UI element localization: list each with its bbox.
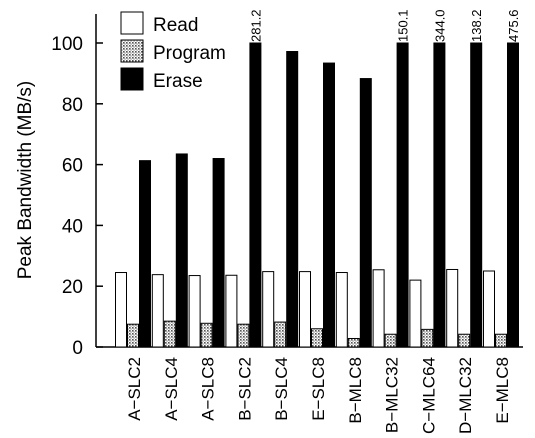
legend-swatch-erase <box>120 67 144 91</box>
erase-value-label: 475.6 <box>506 9 521 42</box>
bar-program-6 <box>311 328 323 348</box>
bar-read-8 <box>372 269 385 348</box>
category-label: A−SLC4 <box>162 357 181 421</box>
category-label: A−SLC8 <box>199 357 218 421</box>
category-label: E−SLC8 <box>309 357 328 421</box>
legend: Read Program Erase <box>120 11 226 92</box>
bar-program-5 <box>274 321 287 348</box>
bar-program-7 <box>347 337 360 348</box>
y-axis-label: Peak Bandwidth (MB/s) <box>15 81 36 280</box>
bar-read-5 <box>262 271 275 348</box>
bar-erase-5 <box>286 51 299 348</box>
bar-program-11 <box>495 333 507 348</box>
category-labels: A−SLC2 A−SLC4 A−SLC8 B−SLC2 B−SLC4 E−SLC8 B−ML… <box>125 357 512 434</box>
category-label: B−SLC4 <box>272 357 291 421</box>
bar-program-2 <box>163 320 176 348</box>
bar-read-7 <box>335 272 348 348</box>
bar-program-3 <box>200 322 213 348</box>
bar-erase-7 <box>359 78 372 348</box>
erase-value-label: 281.2 <box>248 9 263 42</box>
bar-erase-6 <box>323 62 335 348</box>
bar-erase-11 <box>507 42 519 348</box>
bar-erase-9 <box>433 42 446 348</box>
category-label: A−SLC2 <box>125 357 144 421</box>
y-tick-label: 80 <box>62 95 83 116</box>
y-tick-label: 100 <box>51 34 83 55</box>
bar-read-2 <box>151 274 164 348</box>
bar-read-4 <box>225 274 238 348</box>
bar-program-9 <box>421 328 434 348</box>
erase-value-label: 150.1 <box>396 9 411 42</box>
bar-program-4 <box>237 323 250 348</box>
bar-read-9 <box>409 279 422 348</box>
legend-label-read: Read <box>153 15 198 36</box>
category-label: B−MLC32 <box>383 357 402 433</box>
bar-program-1 <box>127 323 139 348</box>
category-label: B−SLC2 <box>235 357 254 421</box>
data-labels: 281.2 150.1 344.0 138.2 475.6 <box>248 9 521 42</box>
y-ticks: 0 20 40 60 80 100 <box>51 34 103 359</box>
bar-program-8 <box>384 333 397 348</box>
bar-read-1 <box>115 272 127 348</box>
erase-value-label: 138.2 <box>469 9 484 42</box>
erase-value-label: 344.0 <box>432 9 447 42</box>
category-label: C−MLC64 <box>419 357 438 434</box>
legend-label-erase: Erase <box>153 71 203 92</box>
bar-erase-3 <box>212 158 225 348</box>
category-label: B−MLC8 <box>346 357 365 424</box>
bar-read-11 <box>483 270 495 348</box>
y-tick-label: 0 <box>72 338 83 359</box>
bar-erase-1 <box>139 160 151 348</box>
y-tick-label: 20 <box>62 277 83 298</box>
category-label: E−MLC8 <box>493 357 512 424</box>
y-tick-label: 60 <box>62 156 83 177</box>
bar-program-10 <box>458 333 471 348</box>
category-label: D−MLC32 <box>456 357 475 434</box>
legend-label-program: Program <box>153 43 226 64</box>
bar-erase-10 <box>470 42 483 348</box>
bar-read-3 <box>188 275 201 348</box>
bar-erase-8 <box>396 42 409 348</box>
legend-swatch-program <box>120 39 144 63</box>
y-tick-label: 40 <box>62 216 83 237</box>
bar-read-10 <box>446 268 459 348</box>
bar-erase-2 <box>175 153 188 348</box>
bar-read-6 <box>299 271 311 348</box>
bars <box>115 42 519 348</box>
bar-erase-4 <box>249 42 262 348</box>
legend-swatch-read <box>120 11 144 35</box>
